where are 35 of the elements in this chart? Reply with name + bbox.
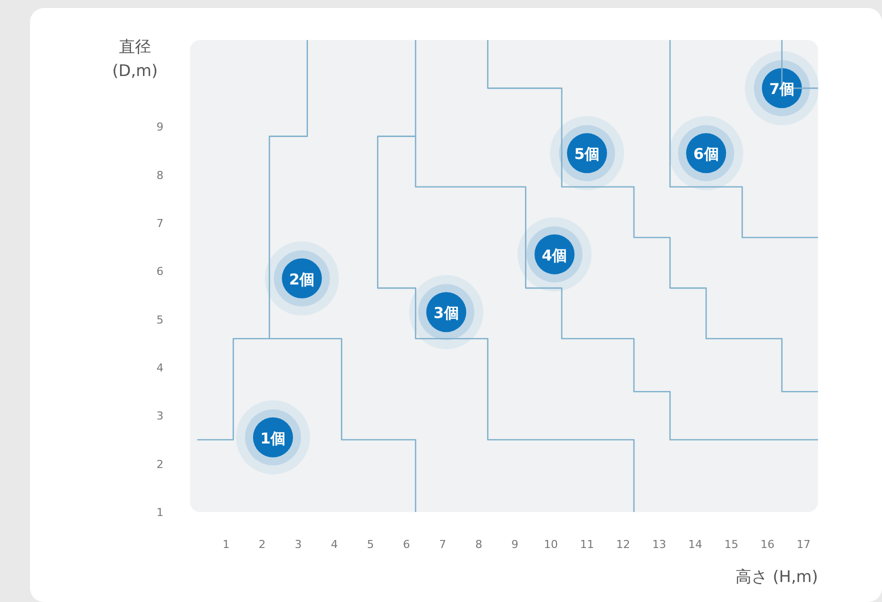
y-tick-label: 2 bbox=[156, 458, 164, 471]
x-axis-title: 高さ (H,m) bbox=[736, 567, 818, 586]
y-tick-label: 9 bbox=[156, 120, 164, 134]
y-tick-label: 8 bbox=[156, 168, 164, 182]
x-tick-label: 5 bbox=[366, 538, 374, 551]
x-tick-label: 7 bbox=[439, 538, 446, 551]
annotation: 3個 bbox=[434, 304, 459, 322]
y-tick-label: 7 bbox=[156, 217, 164, 230]
annotation: 6個 bbox=[693, 145, 719, 164]
x-tick-label: 9 bbox=[511, 538, 518, 551]
x-tick-label: 16 bbox=[760, 538, 774, 551]
x-tick-label: 15 bbox=[724, 538, 738, 551]
y-tick-label: 3 bbox=[156, 410, 164, 423]
x-tick-label: 2 bbox=[258, 538, 266, 551]
x-tick-label: 8 bbox=[475, 538, 482, 551]
y-tick-label: 1 bbox=[156, 506, 164, 519]
y-axis-title: 直径 (D,m) bbox=[112, 37, 158, 80]
y-tick-label: 6 bbox=[156, 265, 164, 278]
x-tick-label: 6 bbox=[403, 538, 410, 551]
x-tick-label: 11 bbox=[580, 538, 594, 551]
y-tick-label: 5 bbox=[156, 313, 164, 326]
annotation: 7個 bbox=[769, 80, 795, 98]
y-tick-label: 4 bbox=[156, 362, 164, 375]
annotation: 1個 bbox=[260, 429, 286, 448]
annotation: 4個 bbox=[542, 246, 568, 264]
x-tick-label: 13 bbox=[652, 538, 666, 551]
x-tick-label: 17 bbox=[796, 538, 811, 551]
x-tick-label: 1 bbox=[222, 538, 230, 551]
annotation: 2個 bbox=[289, 270, 315, 288]
annotation: 5個 bbox=[574, 145, 600, 164]
x-tick-label: 3 bbox=[294, 538, 302, 551]
x-tick-label: 4 bbox=[330, 538, 338, 551]
x-tick-label: 12 bbox=[616, 538, 630, 551]
x-tick-label: 14 bbox=[688, 538, 702, 551]
x-tick-label: 10 bbox=[544, 538, 558, 551]
